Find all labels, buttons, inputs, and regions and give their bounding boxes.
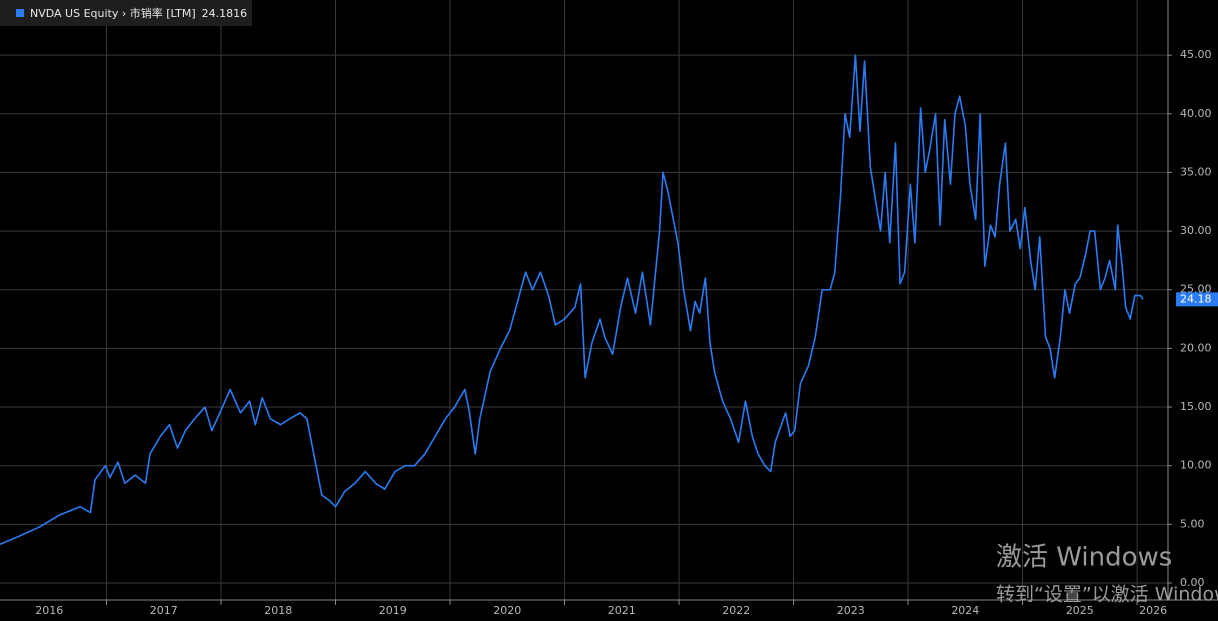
watermark-subtitle: 转到“设置”以激活 Windows。 [996,584,1218,606]
legend-swatch [16,9,24,17]
y-tick-label: 35.00 [1180,165,1212,178]
x-tick-label: 2024 [951,604,979,617]
x-tick-label: 2019 [379,604,407,617]
x-tick-label: 2020 [493,604,521,617]
y-tick-label: 40.00 [1180,107,1212,120]
x-tick-label: 2021 [608,604,636,617]
y-tick-label: 45.00 [1180,48,1212,61]
axes: 0.005.0010.0015.0020.0025.0030.0035.0040… [35,48,1218,617]
y-tick-label: 10.00 [1180,459,1212,472]
last-value-label: 24.18 [1180,292,1212,305]
x-tick-label: 2017 [150,604,178,617]
legend-label: NVDA US Equity › 市销率 [LTM] [30,6,196,20]
legend-box [0,0,252,26]
y-tick-label: 30.00 [1180,224,1212,237]
data-line [0,54,1144,546]
plot-area [0,54,1144,546]
x-tick-label: 2022 [722,604,750,617]
y-tick-label: 5.00 [1180,517,1205,530]
y-tick-label: 20.00 [1180,341,1212,354]
y-tick-label: 15.00 [1180,400,1212,413]
last-value-tag [1176,292,1218,307]
x-tick-label: 2025 [1066,604,1094,617]
x-tick-label: 2023 [837,604,865,617]
x-tick-label: 2018 [264,604,292,617]
x-tick-label: 2016 [35,604,63,617]
watermark-title: 激活 Windows [996,543,1172,573]
x-tick-label: 2026 [1139,604,1167,617]
y-tick-label: 0.00 [1180,576,1205,589]
legend-value: 24.1816 [202,7,248,20]
